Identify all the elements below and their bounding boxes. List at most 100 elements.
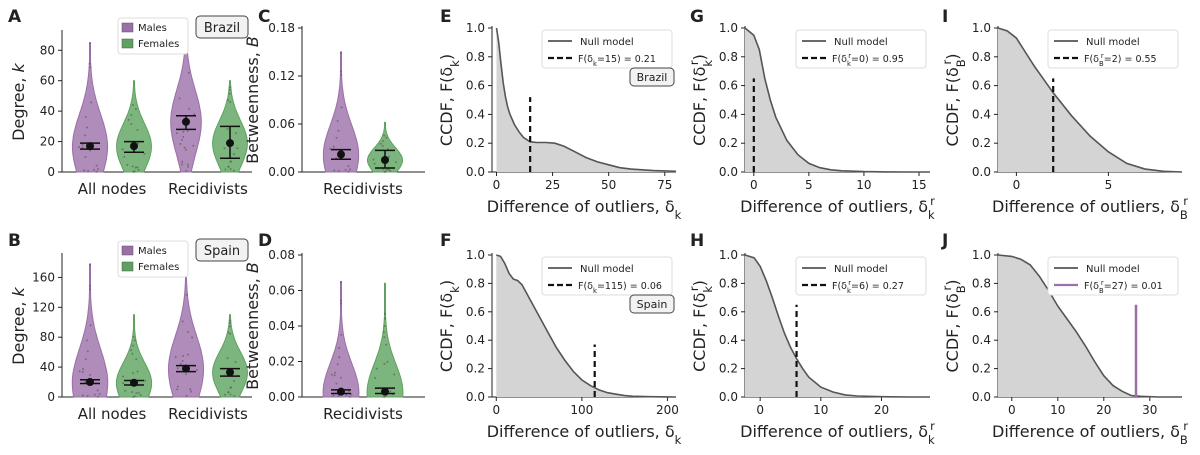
panel-A-point	[88, 62, 91, 65]
panel-I-y-tick-label: 0.4	[972, 107, 991, 121]
panel-B-legend-swatch	[121, 245, 134, 256]
panel-H-x-tick-label: 0	[756, 403, 764, 417]
panel-A-median-marker	[182, 117, 190, 126]
panel-B-median-marker	[130, 378, 138, 387]
panel-A-point	[93, 168, 96, 171]
panel-B-legend-label: Males	[138, 246, 167, 257]
panel-B-point	[97, 395, 100, 398]
panel-B-point	[229, 386, 232, 389]
panel-I-legend	[1047, 29, 1179, 69]
panel-F-ccdf-area	[496, 255, 676, 397]
panel-B-legend	[117, 240, 189, 278]
panel-B-point	[229, 332, 232, 335]
panel-F-country: Spain	[637, 298, 668, 311]
panel-B-point	[89, 288, 92, 291]
panel-B-point	[131, 344, 134, 347]
panel-D-point	[383, 312, 386, 315]
panel-E-null-model-line	[495, 27, 677, 173]
panel-B-point	[182, 354, 185, 357]
panel-C: 0.00 0.06 0.12 0.18 Betweenness, B Recidivist…	[243, 21, 425, 198]
panel-F: 0.0 0.2 0.4 0.6 0.8 1.0 CCDF, F(δk) 0 100 200 Diff…	[437, 248, 682, 447]
panel-C-point	[383, 170, 386, 173]
panel-F-null-model-line	[496, 254, 677, 398]
panel-G-ccdf-area	[745, 28, 930, 172]
panel-A-point	[130, 113, 133, 116]
panel-C-point	[339, 51, 342, 54]
panel-C-y-tick-label: 0.12	[268, 69, 295, 83]
panel-G-x-tick-label: 10	[856, 178, 871, 192]
panel-G-y-tick-label: 0.6	[719, 79, 738, 93]
panel-A-point	[234, 132, 237, 135]
panel-B-point	[176, 367, 179, 370]
panel-C-point	[372, 158, 375, 161]
panel-C-point	[332, 145, 335, 148]
panel-F-legend-threshold-label: F(δk=115) = 0.06	[578, 281, 662, 295]
panel-A-point	[224, 168, 227, 171]
panel-A-violin	[71, 42, 109, 173]
panel-F-y-tick-label: 0.4	[466, 333, 485, 347]
panel-label-H: H	[690, 231, 704, 251]
panel-E-y-label: CCDF, F(δk)	[437, 54, 462, 146]
panel-A-point	[81, 146, 84, 149]
panel-B-point	[81, 394, 84, 397]
panel-E: 0.0 0.2 0.4 0.6 0.8 1.0 CCDF, F(δk) 0 25 50 75 Diff…	[437, 21, 682, 222]
panel-A-country: Brazil	[204, 21, 240, 36]
panel-B-point	[181, 359, 184, 362]
panel-A-point	[188, 107, 191, 110]
panel-D-point	[384, 317, 387, 320]
panel-D-y-tick-label: 0.06	[268, 284, 295, 298]
panel-B-y-label: Degree, k	[9, 286, 28, 364]
panel-B-point	[186, 353, 189, 356]
panel-G-x-tick-label: 0	[750, 178, 758, 192]
panel-C-point	[340, 73, 343, 76]
panel-I-y-label: CCDF, F(δBr)	[940, 53, 968, 146]
panel-I-y-tick-label: 0.6	[972, 79, 991, 93]
panel-B-country-box	[195, 238, 249, 262]
panel-label-A: A	[8, 7, 22, 27]
panel-F-y-tick-label: 0.2	[466, 362, 485, 376]
panel-D-y-tick-label: 0.02	[268, 355, 295, 369]
panel-A-category-label: Recidivists	[168, 180, 248, 198]
panel-A-point	[181, 160, 184, 163]
panel-A-point	[181, 138, 184, 141]
panel-E-x-tick-label: 0	[493, 178, 501, 192]
panel-B-y-tick-label: 0	[47, 390, 55, 404]
panel-D-point	[333, 374, 336, 377]
panel-A-point	[137, 142, 140, 145]
panel-A-point	[183, 146, 186, 149]
panel-A-point	[223, 147, 226, 150]
panel-B-point	[124, 389, 127, 392]
panel-B-point	[93, 393, 96, 396]
panel-B-point	[121, 375, 124, 378]
panel-B-point	[226, 357, 229, 360]
panel-C-y-tick-label: 0.06	[268, 117, 295, 131]
panel-D: 0.00 0.02 0.04 0.06 0.08 Betweenness, B Recidi…	[243, 248, 425, 423]
panel-B-point	[229, 319, 232, 322]
panel-A-y-label: Degree, k	[9, 62, 28, 140]
panel-A-legend-label: Males	[138, 23, 167, 34]
panel-B-point	[227, 331, 230, 334]
panel-C-point	[349, 168, 352, 171]
panel-I-y-tick-label: 0.0	[972, 165, 991, 179]
panel-A-point	[136, 166, 139, 169]
panel-G-x-tick-label: 5	[805, 178, 813, 192]
panel-G-y-tick-label: 0.8	[719, 50, 738, 64]
panel-J: 0.0 0.2 0.4 0.6 0.8 1.0 CCDF, F(δBr) 0 10 20 30 Dif…	[940, 248, 1188, 447]
panel-A-point	[175, 132, 178, 135]
panel-C-point	[344, 168, 347, 171]
panel-A-point	[229, 86, 232, 89]
panel-H-null-model-line	[744, 254, 930, 398]
panel-A-point	[95, 170, 98, 173]
panel-B-point	[122, 382, 125, 385]
panel-B-violin	[115, 314, 153, 398]
panel-G-y-tick-label: 1.0	[719, 21, 738, 35]
panel-D-point	[382, 331, 385, 334]
panel-A-median-marker	[86, 142, 94, 151]
panel-B-point	[133, 339, 136, 342]
panel-C-median-marker	[337, 150, 345, 159]
panel-J-x-tick-label: 0	[1008, 403, 1016, 417]
panel-G-y-tick-label: 0.0	[719, 165, 738, 179]
panel-B-point	[228, 325, 231, 328]
panel-B-point	[98, 393, 101, 396]
panel-A-point	[228, 88, 231, 91]
